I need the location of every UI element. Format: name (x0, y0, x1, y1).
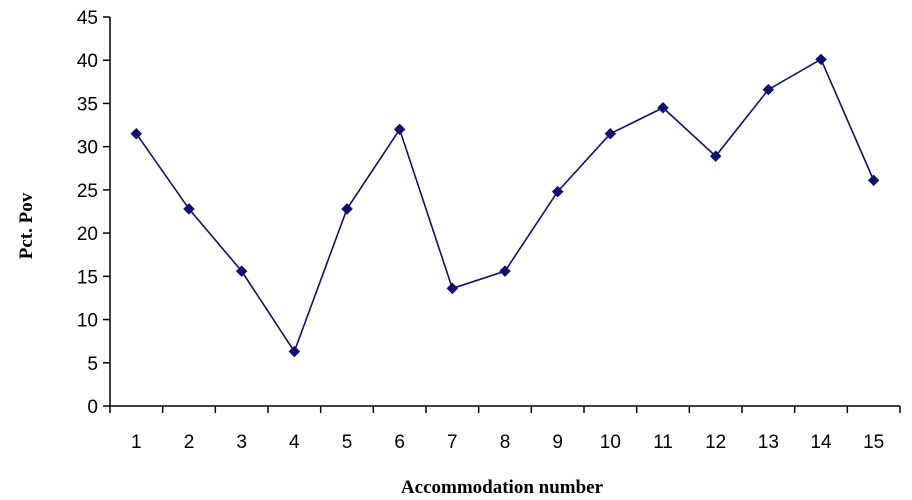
y-tick-label: 30 (77, 138, 98, 159)
data-point (815, 53, 827, 66)
data-point (341, 203, 353, 215)
series-line (135, 58, 875, 354)
y-tick-label: 20 (77, 224, 98, 245)
x-tick-label: 11 (653, 432, 673, 453)
data-point (867, 174, 880, 187)
data-point (551, 185, 564, 198)
x-tick-label: 15 (863, 432, 884, 453)
x-tick-label: 4 (289, 432, 300, 453)
y-axis-title: Pct. Pov (16, 192, 37, 259)
data-point (288, 345, 301, 358)
y-tick-label: 0 (87, 397, 98, 418)
data-point (499, 265, 511, 278)
data-point (446, 282, 459, 295)
x-tick-label: 9 (552, 432, 563, 453)
x-tick-label: 3 (236, 432, 247, 453)
series-layer (130, 53, 880, 358)
data-point (657, 101, 669, 114)
data-point (762, 83, 775, 96)
x-tick-label: 1 (131, 432, 142, 453)
data-point (393, 123, 406, 136)
data-point (604, 127, 617, 140)
y-tick-label: 45 (77, 8, 98, 29)
data-point (130, 127, 143, 140)
x-axis-ticks: 1 2 3 4 5 6 7 8 9 10 11 12 13 14 15 (109, 406, 901, 453)
data-point (235, 265, 248, 278)
data-point (183, 203, 195, 215)
y-tick-label: 5 (87, 354, 98, 375)
x-tick-label: 5 (342, 432, 353, 453)
y-tick-label: 40 (77, 51, 98, 72)
x-axis-title: Accommodation number (401, 477, 604, 498)
y-tick-label: 10 (77, 311, 98, 332)
x-tick-label: 10 (600, 432, 621, 453)
x-tick-label: 7 (447, 432, 458, 453)
y-axis-ticks: 0 5 10 15 20 25 30 35 40 45 (77, 8, 110, 418)
x-tick-label: 2 (184, 432, 195, 453)
data-point (709, 150, 722, 163)
x-tick-label: 13 (758, 432, 779, 453)
y-tick-label: 35 (77, 94, 98, 115)
x-tick-label: 6 (394, 432, 405, 453)
x-tick-label: 12 (705, 432, 726, 453)
x-tick-label: 14 (810, 432, 832, 453)
x-tick-label: 8 (500, 432, 511, 453)
y-tick-label: 15 (77, 267, 98, 288)
y-tick-label: 25 (77, 181, 98, 202)
